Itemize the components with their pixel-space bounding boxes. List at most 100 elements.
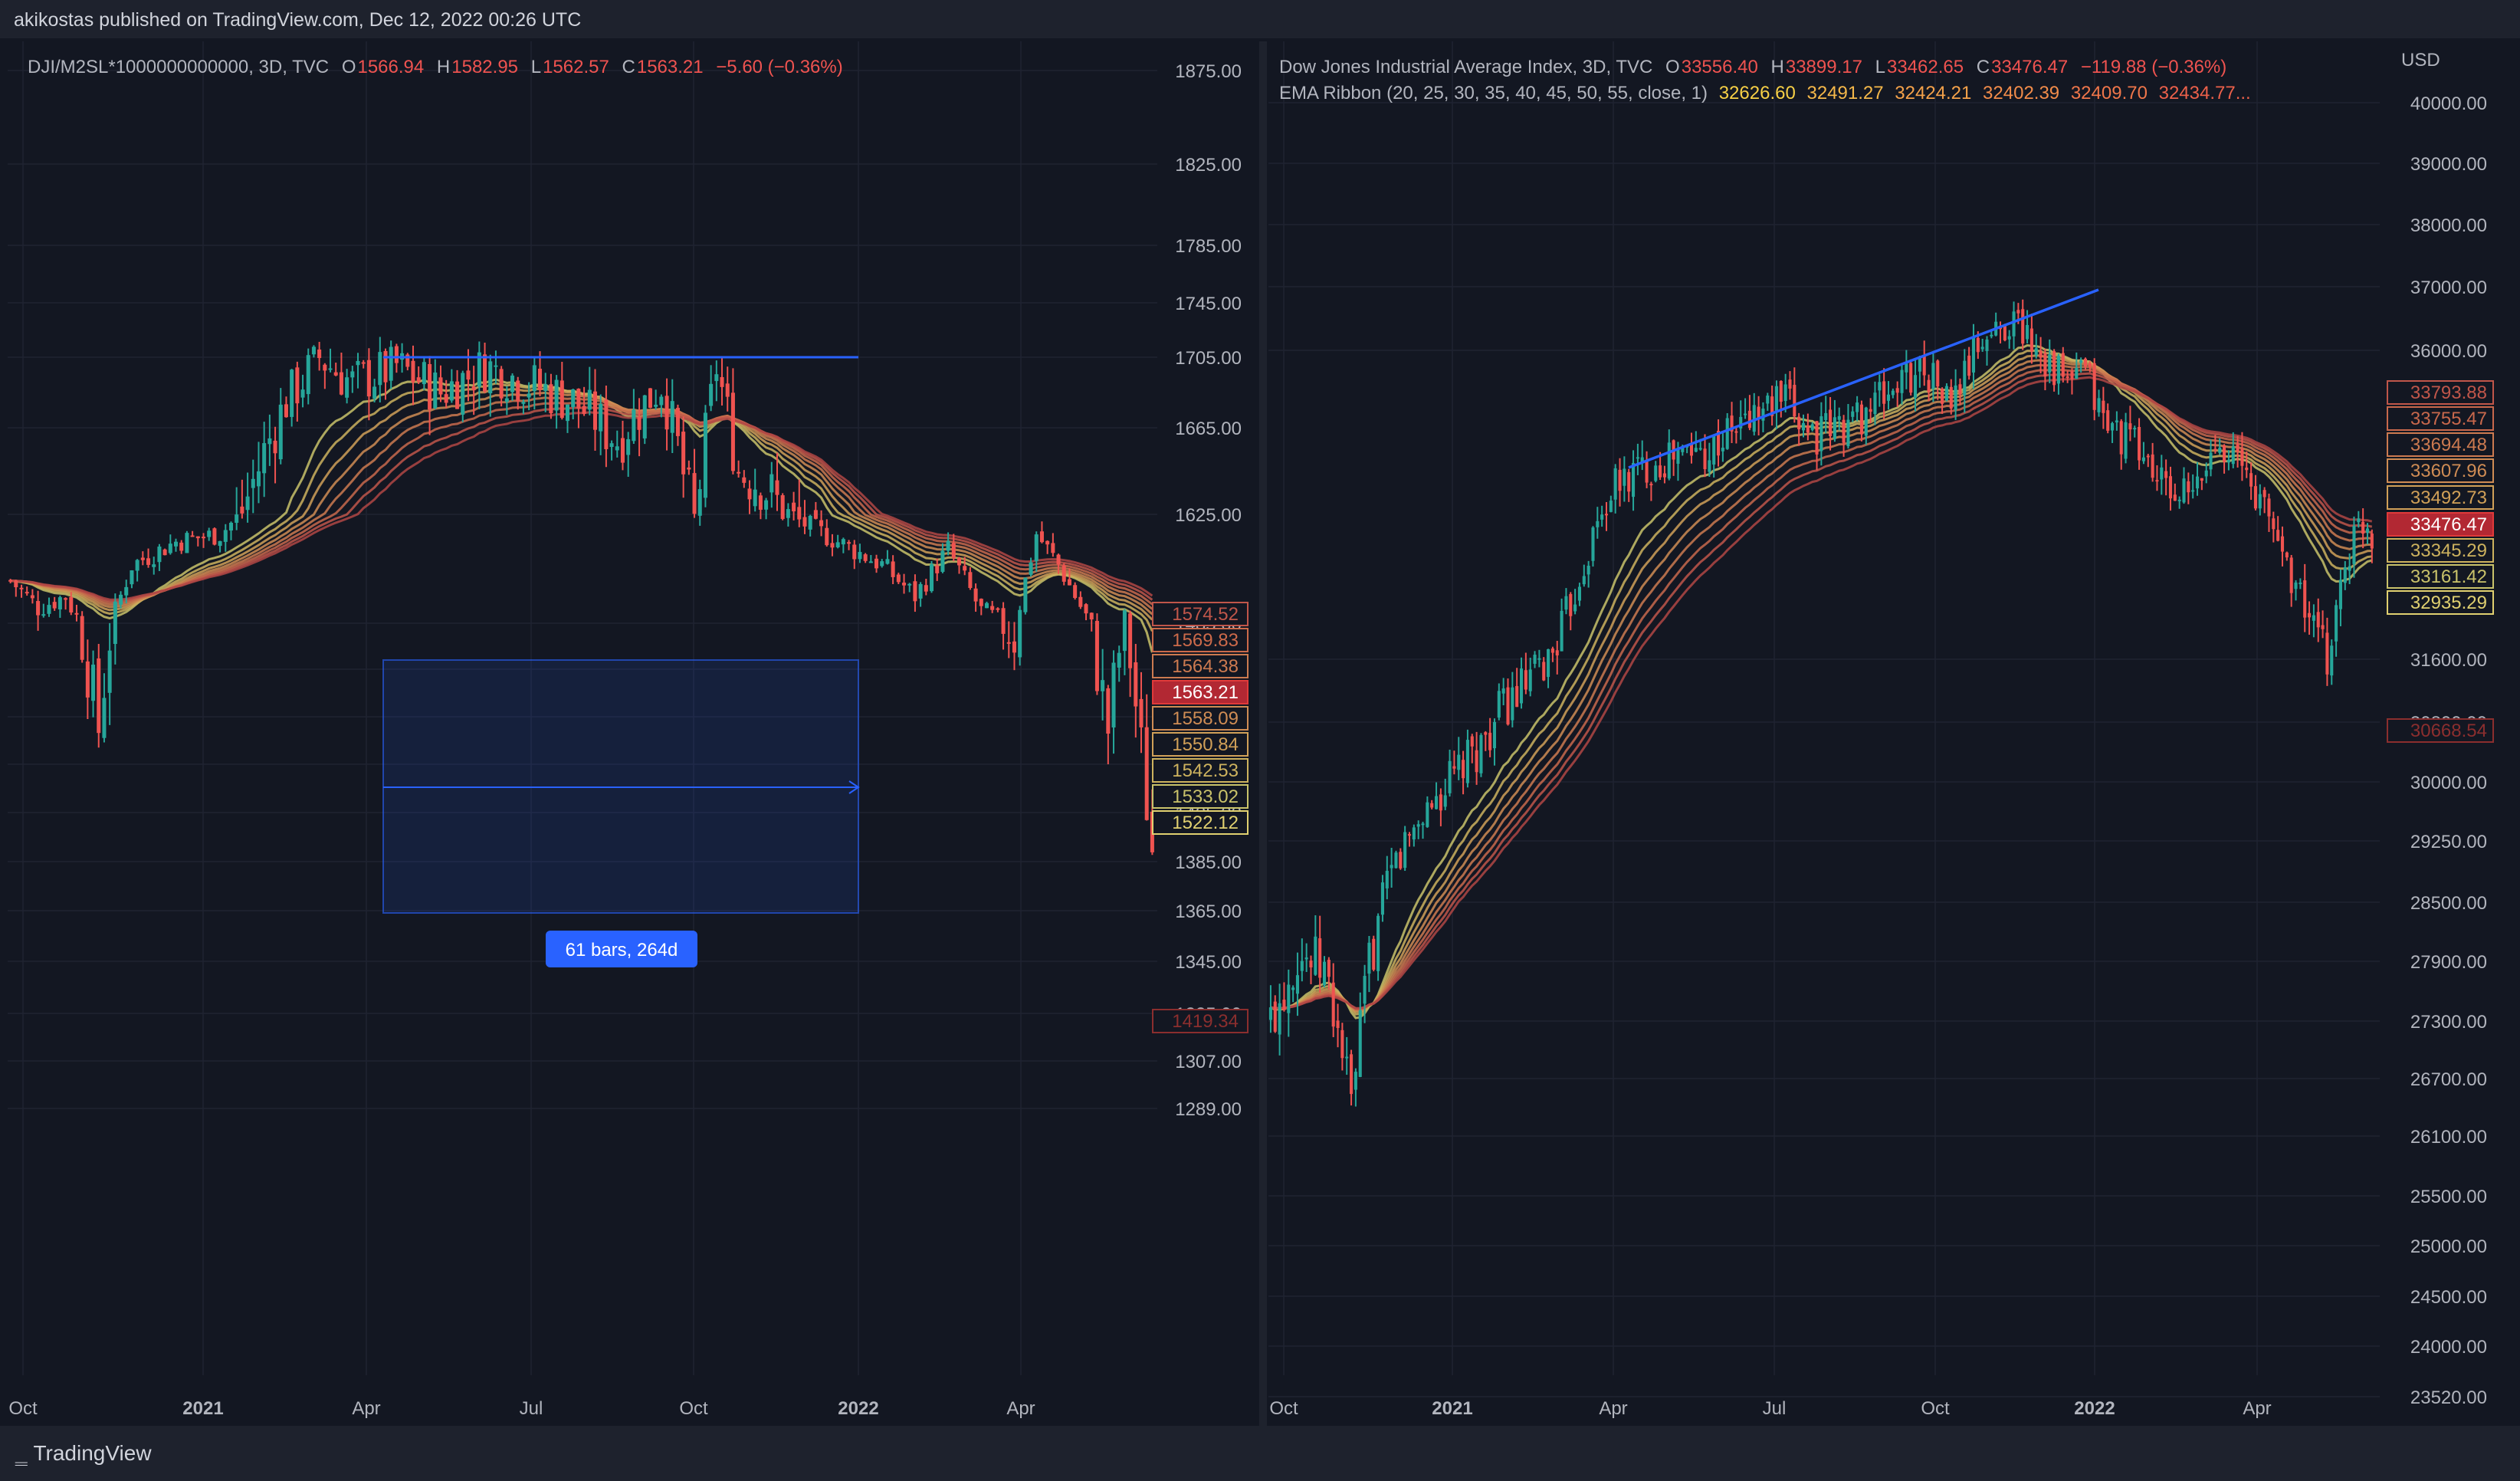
y-tick-label: 1665.00: [1175, 419, 1242, 439]
price-label: 33755.47: [2410, 409, 2487, 429]
candle-body: [235, 514, 239, 523]
candle-body: [1936, 360, 1940, 387]
candle-body: [632, 409, 636, 442]
candle-body: [1045, 540, 1050, 545]
right-open-label: O: [1665, 57, 1680, 77]
candle-body: [2218, 448, 2222, 453]
candle-body: [1354, 1072, 1357, 1090]
ema-ribbon-line: [10, 396, 1153, 610]
candle-body: [1073, 585, 1078, 599]
candle-body: [405, 354, 410, 367]
candle-body: [940, 550, 945, 572]
candle-body: [1416, 824, 1420, 827]
candle-body: [1278, 1003, 1281, 1035]
right-chart-canvas[interactable]: USD 40000.00 39000.00 38000.00 37000.00 36000…: [1268, 41, 2514, 1426]
left-change-value: −5.60 (−0.36%): [716, 57, 843, 77]
candle-body: [1846, 419, 1850, 447]
candle-body: [185, 533, 189, 553]
price-label-box: [1152, 732, 1249, 757]
y-tick-label: 30000.00: [2410, 773, 2487, 793]
y-tick-label: 28500.00: [2410, 893, 2487, 914]
tradingview-logo[interactable]: ‗ TradingView: [15, 1441, 152, 1466]
price-label: 1419.34: [1172, 1011, 1239, 1032]
candle-body: [1963, 360, 1967, 396]
left-close-label: C: [622, 57, 635, 77]
price-label: 33607.96: [2410, 461, 2487, 481]
candle-body: [587, 389, 592, 410]
price-label-box: [1152, 654, 1249, 678]
candle-body: [697, 489, 702, 516]
candle-body: [2088, 363, 2092, 367]
price-label-box: [2387, 590, 2494, 615]
chart-panel-right[interactable]: USD 40000.00 39000.00 38000.00 37000.00 36000…: [1268, 41, 2514, 1426]
candle-body: [913, 581, 917, 602]
candle-body: [1001, 608, 1006, 634]
price-label: 33793.88: [2410, 383, 2487, 403]
chart-panel-left[interactable]: 1875.00 1825.00 1785.00 1745.00 1705.00 1665.…: [8, 41, 1257, 1426]
candle-body: [1752, 405, 1756, 432]
candle-body: [1689, 443, 1694, 456]
candle-body: [692, 473, 697, 514]
candle-body: [1636, 457, 1639, 459]
candle-body: [984, 603, 989, 609]
candle-body: [1842, 419, 1846, 443]
candle-body: [2191, 490, 2195, 492]
candle-body: [157, 547, 162, 563]
candle-body: [1824, 412, 1828, 421]
candle-body: [1971, 337, 1976, 373]
candle-body: [1314, 936, 1317, 975]
price-label: 33161.42: [2410, 566, 2487, 587]
y-tick-label: 1289.00: [1175, 1099, 1242, 1120]
candle-body: [1918, 356, 1921, 372]
candle-body: [615, 446, 619, 451]
y-tick-label: 23520.00: [2410, 1387, 2487, 1408]
candle-body: [2294, 582, 2298, 589]
candle-body: [1744, 413, 1747, 415]
candle-body: [1376, 915, 1380, 971]
candle-body: [494, 365, 498, 367]
y-tick-label: 39000.00: [2410, 154, 2487, 175]
candle-body: [2128, 423, 2132, 430]
candle-body: [130, 570, 134, 585]
candle-body: [654, 404, 658, 407]
left-chart-canvas[interactable]: 1875.00 1825.00 1785.00 1745.00 1705.00 1665.…: [8, 41, 1257, 1426]
candle-body: [64, 598, 68, 600]
candle-body: [532, 365, 536, 392]
candle-body: [2012, 311, 2016, 337]
candle-body: [1864, 407, 1868, 436]
candle-body: [968, 572, 973, 589]
candle-body: [1891, 390, 1895, 396]
candle-body: [173, 541, 179, 547]
candle-body: [1569, 593, 1573, 616]
candle-body: [1721, 447, 1724, 452]
price-label: 1550.84: [1172, 734, 1239, 755]
candle-body: [1829, 409, 1833, 436]
candle-body: [2133, 428, 2137, 430]
candle-body: [1949, 386, 1953, 409]
candle-body: [902, 583, 907, 586]
candle-body: [1659, 465, 1662, 478]
candle-body: [2115, 420, 2118, 423]
candle-body: [47, 605, 51, 614]
candle-body: [1725, 418, 1729, 449]
price-label-box: [2387, 538, 2494, 563]
candle-body: [168, 543, 172, 553]
candle-body: [1528, 669, 1532, 691]
candle-body: [1609, 501, 1613, 512]
candle-body: [146, 558, 151, 565]
x-tick-label: 2021: [1432, 1398, 1472, 1419]
candle-body: [1577, 586, 1582, 601]
candle-body: [366, 360, 371, 397]
candle-body: [637, 416, 641, 430]
right-open-value: 33556.40: [1681, 57, 1758, 77]
panel-divider[interactable]: [1259, 41, 1267, 1426]
candle-body: [1851, 411, 1855, 417]
left-symbol: DJI/M2SL*1000000000000, 3D, TVC: [28, 57, 330, 77]
candle-body: [1627, 471, 1631, 492]
candle-body: [218, 540, 222, 547]
candle-body: [1941, 388, 1944, 404]
right-symbol: Dow Jones Industrial Average Index, 3D, …: [1279, 57, 1653, 77]
y-tick-label: 1365.00: [1175, 901, 1242, 922]
candle-body: [256, 471, 261, 487]
price-label-box: [1152, 680, 1249, 704]
